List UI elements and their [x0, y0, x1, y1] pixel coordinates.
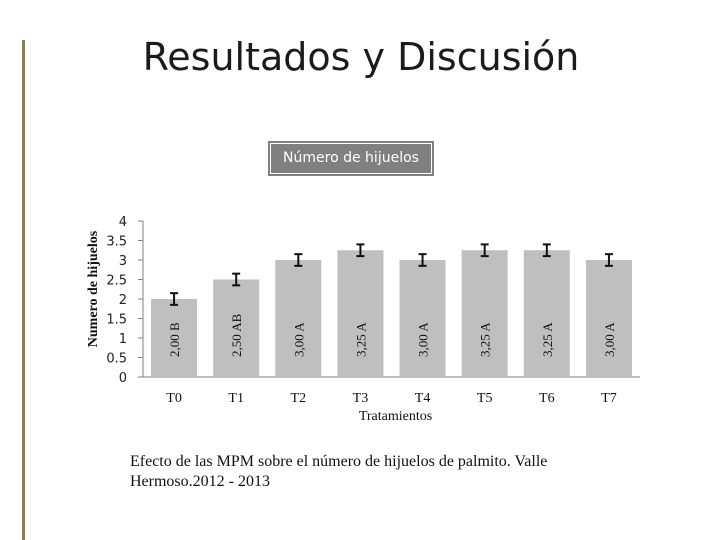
y-tick-label: 2.5: [106, 274, 127, 289]
bar: [213, 279, 260, 377]
x-tick-label: T0: [166, 391, 182, 406]
x-tick-label: T2: [291, 391, 307, 406]
x-tick-label: T5: [477, 391, 493, 406]
y-tick-label: 4: [119, 215, 127, 230]
x-tick-label: T7: [601, 391, 617, 406]
data-label: 3,00 A: [291, 322, 306, 357]
bar: [151, 299, 198, 377]
y-tick-label: 1.5: [106, 313, 127, 328]
x-tick-label: T1: [228, 391, 244, 406]
x-tick-label: T3: [353, 391, 369, 406]
y-tick-label: 3: [119, 254, 127, 269]
bar: [275, 260, 322, 377]
data-label: 2,00 B: [167, 322, 182, 357]
bar: [523, 250, 570, 377]
bar: [337, 250, 384, 377]
accent-bar-left: [22, 40, 25, 540]
x-tick-label: T4: [415, 391, 431, 406]
figure-caption: Efecto de las MPM sobre el número de hij…: [130, 453, 548, 490]
data-label: 2,50 AB: [229, 313, 244, 357]
bar: [399, 260, 446, 377]
x-axis-title: Tratamientos: [359, 409, 432, 424]
data-label: 3,25 A: [353, 322, 368, 357]
y-tick-label: 0: [119, 371, 127, 386]
data-label: 3,00 A: [602, 322, 617, 357]
chart-title: Número de hijuelos: [283, 150, 419, 166]
y-axis-title: Numero de hijuelos: [86, 230, 101, 347]
y-tick-label: 1: [119, 332, 127, 347]
y-tick-label: 3.5: [106, 235, 127, 250]
y-tick-label: 2: [119, 293, 127, 308]
page-title: Resultados y Discusión: [36, 20, 686, 88]
bar: [585, 260, 632, 377]
bar: [461, 250, 508, 377]
y-tick-label: 0.5: [106, 352, 127, 367]
title-band: Resultados y Discusión: [36, 20, 686, 88]
data-label: 3,25 A: [540, 322, 555, 357]
data-label: 3,00 A: [416, 322, 431, 357]
chart-title-box: Número de hijuelos: [270, 143, 432, 174]
data-label: 3,25 A: [478, 322, 493, 357]
x-tick-label: T6: [539, 391, 555, 406]
